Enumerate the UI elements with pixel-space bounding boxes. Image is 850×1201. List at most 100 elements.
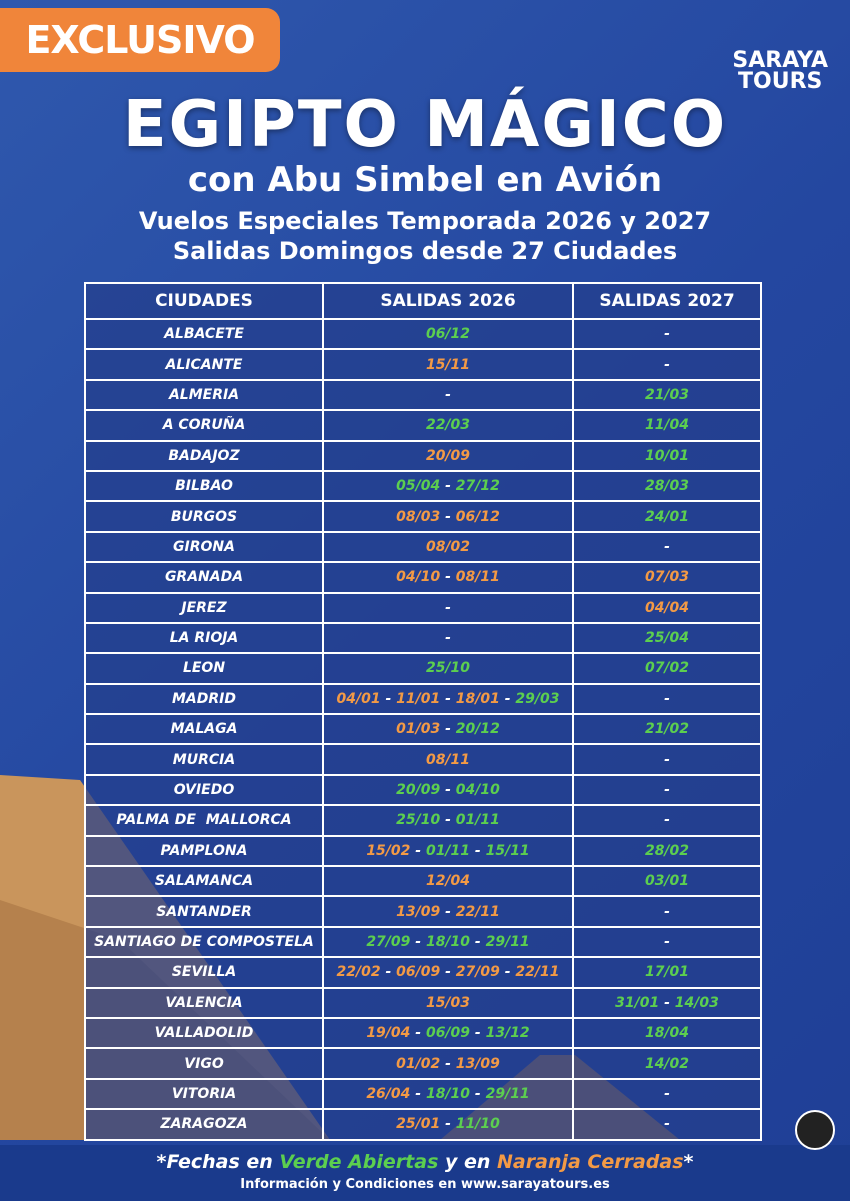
date-separator: -: [474, 1085, 481, 1102]
date: 20/12: [455, 721, 500, 738]
date: 06/09: [396, 964, 441, 981]
table-row: ALBACETE 06/12 -: [84, 317, 762, 351]
date: 12/04: [425, 873, 471, 890]
footnote-part: Verde Abiertas: [279, 1151, 439, 1173]
dates-cell: -: [322, 591, 574, 624]
dates-cell: 17/01: [572, 956, 762, 989]
city: PALMA DE MALLORCA: [84, 804, 324, 837]
city: LA RIOJA: [84, 621, 324, 655]
date: 15/11: [485, 842, 530, 859]
date-separator: -: [385, 964, 392, 981]
dates-cell: 07/02: [572, 652, 762, 685]
table-row: BILBAO 05/04 - 27/12 28/03: [84, 469, 762, 503]
city: VALENCIA: [84, 986, 324, 1019]
date: -: [664, 934, 670, 950]
table-row: SALAMANCA 12/04 03/01: [84, 865, 762, 898]
dates-cell: 15/02 - 01/11 - 15/11: [322, 834, 574, 868]
dates-cell: 04/01 - 11/01 - 18/01 - 29/03: [322, 682, 574, 716]
dates-cell: 22/03: [322, 409, 574, 442]
date: 05/04: [396, 478, 441, 495]
date: -: [664, 690, 670, 707]
city: ALMERIA: [84, 378, 324, 412]
date: -: [664, 1116, 670, 1133]
chat-button[interactable]: [795, 1110, 835, 1150]
date: 13/12: [485, 1025, 530, 1042]
dates-cell: 25/10: [322, 652, 574, 685]
city: LEON: [84, 652, 324, 685]
date: 25/10: [425, 660, 471, 677]
date-separator: -: [415, 842, 422, 859]
table-row: MURCIA 08/11 -: [84, 743, 762, 776]
date: 08/02: [425, 538, 471, 555]
date-separator: -: [664, 994, 670, 1011]
table-row: GRANADA 04/10 - 08/11 07/03: [84, 561, 762, 594]
dates-cell: 03/01: [572, 865, 762, 898]
dates-cell: 15/03: [322, 986, 574, 1019]
dates-cell: 19/04 - 06/09 - 13/12: [322, 1016, 574, 1050]
date: 08/11: [425, 751, 471, 768]
date: 28/03: [644, 478, 690, 495]
dates-cell: 06/12: [322, 317, 574, 351]
header-cell: SALIDAS 2026: [322, 282, 574, 320]
date: -: [664, 538, 670, 555]
date: 13/09: [396, 903, 441, 920]
city: GIRONA: [84, 530, 324, 564]
city: SALAMANCA: [84, 865, 324, 898]
city: OVIEDO: [84, 773, 324, 807]
logo-line: TOURS: [738, 69, 823, 94]
date: 22/11: [455, 903, 500, 920]
dates-cell: 14/02: [572, 1047, 762, 1080]
table-row: A CORUÑA 22/03 11/04: [84, 409, 762, 442]
info-line: Salidas Domingos desde 27 Ciudades: [172, 237, 678, 265]
table-row: MADRID 04/01 - 11/01 - 18/01 - 29/03-: [84, 682, 762, 716]
dates-cell: 04/04: [572, 591, 762, 624]
table-row: ALICANTE 15/11 -: [84, 348, 762, 381]
city: VALLADOLID: [84, 1016, 324, 1050]
date: 17/01: [644, 964, 690, 981]
date: 22/03: [425, 417, 471, 434]
dates-cell: 08/02: [322, 530, 574, 564]
date: 13/09: [455, 1055, 500, 1072]
table-row: PAMPLONA 15/02 - 01/11 - 15/11 28/02: [84, 834, 762, 868]
dates-cell: 22/02 - 06/09 - 27/09 - 22/11: [322, 956, 574, 989]
date: 11/10: [455, 1116, 500, 1133]
dates-cell: 26/04 - 18/10 - 29/11: [322, 1077, 574, 1111]
date: 25/04: [644, 630, 690, 647]
date: 22/11: [515, 964, 560, 981]
departures-table: CIUDADES SALIDAS 2026 SALIDAS 2027 ALBAC…: [84, 282, 762, 1141]
city: ALBACETE: [84, 317, 324, 351]
city: SEVILLA: [84, 956, 324, 989]
dates-cell: 08/03 - 06/12: [322, 500, 574, 533]
date: 06/12: [455, 508, 500, 525]
date: 06/09: [425, 1025, 471, 1042]
dates-cell: 04/10 - 08/11: [322, 561, 574, 594]
date-separator: -: [474, 842, 481, 859]
date: 07/02: [644, 660, 690, 677]
date-separator: -: [445, 1055, 451, 1072]
dates-cell: 10/01: [572, 439, 762, 472]
city: SANTIAGO DE COMPOSTELA: [84, 925, 324, 959]
dates-cell: -: [572, 348, 762, 381]
date: 28/02: [644, 842, 690, 859]
table-row: OVIEDO 20/09 - 04/10-: [84, 773, 762, 807]
date: 11/01: [396, 690, 441, 707]
date: -: [445, 630, 451, 647]
dates-cell: -: [572, 743, 762, 776]
date-separator: -: [445, 782, 451, 799]
dates-cell: 31/01 - 14/03: [572, 986, 762, 1019]
date: 22/02: [336, 964, 381, 981]
dates-cell: 01/02 - 13/09: [322, 1047, 574, 1080]
date: 01/11: [455, 812, 500, 829]
footnote-part: *: [683, 1151, 694, 1173]
table-row: ZARAGOZA 25/01 - 11/10-: [84, 1108, 762, 1141]
city: SANTANDER: [84, 895, 324, 928]
date: 14/03: [674, 994, 719, 1011]
dates-cell: -: [572, 1108, 762, 1141]
city: VITORIA: [84, 1077, 324, 1111]
date: -: [664, 356, 670, 373]
dates-cell: 11/04: [572, 409, 762, 442]
footer-text: Información y Condiciones en www.sarayat…: [240, 1177, 610, 1192]
date: 20/09: [396, 782, 441, 799]
date: 04/10: [396, 569, 441, 586]
